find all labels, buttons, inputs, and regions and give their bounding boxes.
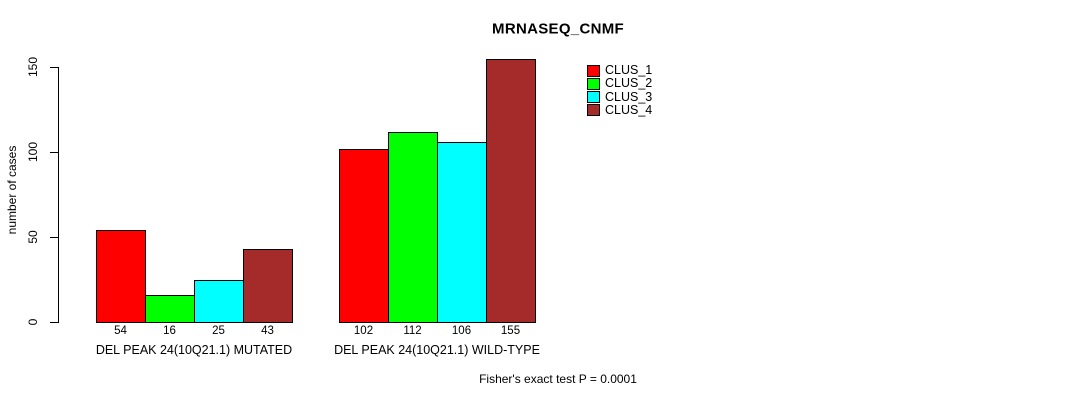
bar-clus_3-group1: [194, 279, 244, 323]
legend-swatch-clus_2: [587, 77, 600, 90]
legend-item-clus_2: CLUS_2: [587, 77, 652, 90]
bar-value-label: 54: [114, 325, 127, 337]
x-category-label: DEL PEAK 24(10Q21.1) WILD-TYPE: [334, 343, 540, 357]
legend-label: CLUS_2: [605, 76, 653, 91]
legend-swatch-clus_4: [587, 104, 600, 117]
bar-value-label: 112: [403, 325, 422, 337]
y-axis-line: [58, 67, 59, 323]
bar-value-label: 155: [500, 325, 521, 337]
legend-swatch-clus_1: [587, 64, 600, 77]
y-tick-label: 0: [26, 318, 40, 326]
y-tick-label: 50: [26, 230, 40, 244]
y-axis-label: number of cases: [5, 145, 19, 235]
bar-value-label: 16: [163, 325, 176, 337]
y-axis-tick: [50, 151, 58, 153]
bar-value-label: 43: [261, 325, 274, 337]
bar-clus_3-group2: [437, 141, 487, 323]
bar-value-label: 106: [451, 325, 472, 337]
chart-title: MRNASEQ_CNMF: [492, 20, 624, 38]
annotation-text: Fisher's exact test P = 0.0001: [479, 372, 637, 386]
x-category-label: DEL PEAK 24(10Q21.1) MUTATED: [95, 343, 293, 357]
bar-clus_2-group2: [388, 131, 438, 323]
legend-item-clus_3: CLUS_3: [587, 89, 653, 104]
legend-swatch-clus_3: [587, 91, 600, 104]
legend-label: CLUS_1: [605, 63, 653, 77]
bar-clus_4-group2: [486, 58, 536, 323]
bar-clus_1-group1: [96, 230, 146, 323]
y-axis-tick: [50, 236, 58, 238]
bar-value-label: 102: [353, 325, 374, 337]
y-tick-label: 100: [26, 141, 40, 163]
y-axis-tick: [50, 66, 58, 68]
legend-label: CLUS_4: [605, 102, 653, 117]
bar-clus_1-group2: [339, 148, 389, 323]
bar-clus_4-group1: [243, 248, 293, 323]
legend-item-clus_4: CLUS_4: [587, 102, 653, 117]
legend-label: CLUS_3: [605, 89, 653, 104]
bar-clus_2-group1: [145, 294, 195, 323]
legend-item-clus_1: CLUS_1: [587, 64, 652, 77]
y-axis-tick: [50, 321, 58, 323]
y-tick-label: 150: [26, 56, 40, 78]
bar-value-label: 25: [212, 325, 225, 337]
